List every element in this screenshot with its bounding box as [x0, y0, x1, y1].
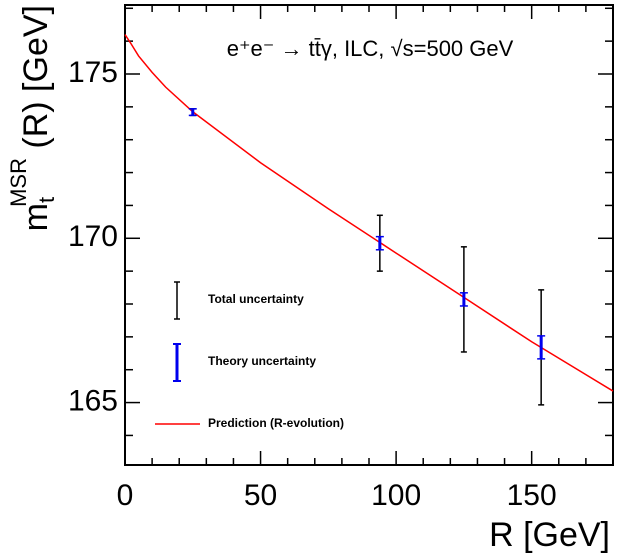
y-axis-label: mtMSR (R) [GeV]: [6, 5, 59, 231]
y-label-sub: t: [34, 197, 59, 203]
prediction-line: [124, 34, 614, 392]
chart-title: e⁺e⁻ → tt̄γ, ILC, √s=500 GeV: [227, 36, 514, 61]
legend-label: Prediction (R-evolution): [208, 416, 344, 430]
y-tick-label: 165: [68, 384, 118, 417]
y-label-rest: (R) [GeV]: [17, 5, 55, 158]
legend: Total uncertainty Theory uncertainty Pre…: [155, 281, 344, 430]
legend-label: Theory uncertainty: [208, 354, 316, 368]
y-label-base: m: [17, 203, 55, 231]
x-tick-label: 100: [371, 479, 421, 512]
x-tick-label: 50: [244, 479, 277, 512]
y-tick-label: 170: [68, 220, 118, 253]
x-axis-label: R [GeV]: [489, 516, 610, 554]
legend-label: Total uncertainty: [208, 292, 304, 306]
x-tick-label: 0: [117, 479, 134, 512]
x-tick-label: 150: [507, 479, 557, 512]
y-tick-label: 175: [68, 56, 118, 89]
y-label-sup: MSR: [6, 158, 31, 207]
